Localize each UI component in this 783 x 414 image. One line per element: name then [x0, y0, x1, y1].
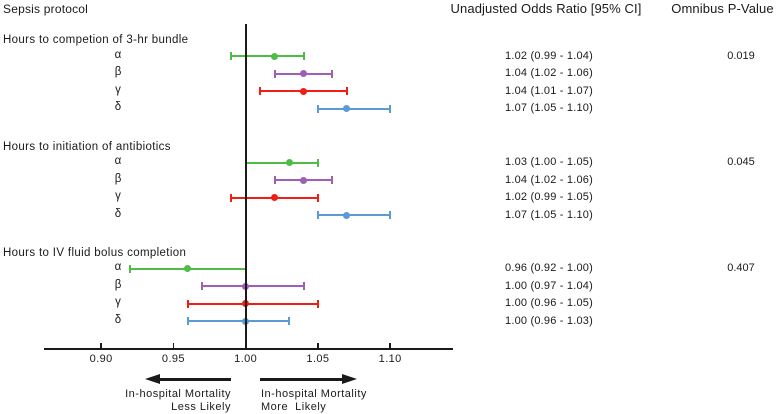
p-value: 0.407 — [727, 262, 755, 274]
less-likely-arrow-head-icon — [145, 374, 160, 384]
ci-cap-high — [389, 211, 392, 220]
ci-cap-high — [345, 87, 348, 96]
or-value: 1.02 (0.99 - 1.04) — [505, 49, 593, 62]
or-value: 1.04 (1.02 - 1.06) — [505, 173, 593, 186]
row-label: γ — [115, 296, 121, 309]
ci-cap-high — [288, 317, 291, 326]
ci-cap-low — [230, 193, 233, 202]
axis-tick-label: 1.00 — [234, 353, 258, 365]
row-label: α — [114, 48, 122, 61]
more-likely-arrow-line — [260, 378, 342, 381]
ci-cap-high — [316, 299, 319, 308]
row-label: β — [114, 66, 122, 78]
or-value: 1.04 (1.02 - 1.06) — [505, 67, 593, 79]
ci-cap-high — [389, 104, 392, 113]
group-label: Hours to initiation of antibiotics — [3, 140, 171, 153]
ci-point — [343, 211, 351, 219]
more-likely-arrow-head-icon — [342, 374, 357, 384]
axis-tick-label: 0.95 — [161, 353, 185, 365]
more-likely-label-line2: More Likely — [261, 401, 327, 413]
ci-cap-low — [273, 69, 276, 78]
ci-point — [300, 70, 307, 77]
p-value-column-header: Omnibus P-Value — [671, 1, 774, 16]
or-value: 1.00 (0.96 - 1.05) — [505, 297, 593, 310]
row-label: γ — [115, 190, 121, 203]
axis-tick — [317, 343, 319, 348]
ci-cap-low — [273, 176, 276, 184]
or-value: 1.07 (1.05 - 1.10) — [505, 102, 593, 115]
ci-cap-low — [316, 211, 319, 220]
odds-ratio-column-header: Unadjusted Odds Ratio [95% CI] — [450, 1, 642, 16]
ci-cap-low — [316, 104, 319, 113]
ci-bar — [317, 214, 391, 217]
group-label: Hours to IV fluid bolus completion — [3, 246, 187, 259]
row-label: β — [114, 172, 122, 185]
x-axis-line — [44, 348, 453, 350]
less-likely-label-line2: Less Likely — [171, 401, 231, 413]
ci-bar — [187, 302, 318, 305]
ci-cap-high — [302, 282, 305, 290]
ci-cap-high — [302, 52, 305, 60]
ci-bar — [245, 161, 318, 164]
less-likely-label-line1: In-hospital Mortality — [125, 388, 231, 400]
ci-cap-high — [316, 158, 319, 167]
ci-bar — [231, 55, 304, 57]
ci-cap-high — [331, 69, 334, 78]
row-label: δ — [114, 101, 122, 114]
ci-point — [285, 159, 293, 166]
ci-point — [300, 176, 307, 184]
axis-tick — [100, 343, 102, 348]
ci-cap-low — [129, 264, 132, 273]
ci-point — [343, 105, 351, 113]
ci-bar — [187, 320, 290, 323]
ci-point — [184, 265, 192, 272]
ci-bar — [202, 285, 304, 287]
axis-tick — [389, 343, 391, 348]
or-value: 1.00 (0.96 - 1.03) — [505, 314, 593, 327]
p-value: 0.019 — [727, 49, 755, 62]
or-value: 1.03 (1.00 - 1.05) — [505, 156, 593, 168]
ci-bar — [317, 107, 391, 110]
ci-cap-low — [201, 282, 204, 290]
axis-tick-label: 1.10 — [378, 353, 402, 365]
figure-title: Sepsis protocol — [3, 2, 89, 16]
row-label: γ — [115, 83, 121, 96]
reference-line-1.00 — [245, 24, 247, 349]
row-label: δ — [114, 207, 122, 220]
ci-cap-high — [331, 176, 334, 184]
ci-cap-low — [259, 87, 262, 96]
more-likely-label-line1: In-hospital Mortality — [261, 388, 367, 400]
ci-cap-low — [186, 299, 189, 308]
row-label: α — [114, 261, 122, 273]
ci-cap-low — [230, 52, 233, 60]
axis-tick — [172, 343, 175, 348]
or-value: 1.00 (0.97 - 1.04) — [505, 279, 593, 292]
row-label: β — [114, 278, 122, 291]
or-value: 1.02 (0.99 - 1.05) — [505, 191, 593, 204]
less-likely-arrow-line — [158, 378, 231, 381]
ci-point — [300, 87, 307, 95]
axis-tick-label: 1.05 — [306, 353, 330, 365]
axis-tick — [244, 343, 247, 348]
axis-tick-label: 0.90 — [89, 353, 113, 365]
ci-point — [271, 52, 279, 60]
ci-point — [271, 194, 279, 202]
group-label: Hours to competion of 3-hr bundle — [3, 34, 189, 46]
or-value: 1.04 (1.01 - 1.07) — [505, 84, 593, 97]
row-label: α — [114, 155, 122, 167]
or-value: 0.96 (0.92 - 1.00) — [505, 262, 593, 274]
ci-cap-low — [186, 317, 189, 326]
or-value: 1.07 (1.05 - 1.10) — [505, 208, 593, 221]
ci-cap-high — [316, 193, 319, 202]
p-value: 0.045 — [727, 156, 755, 168]
row-label: δ — [114, 313, 122, 326]
